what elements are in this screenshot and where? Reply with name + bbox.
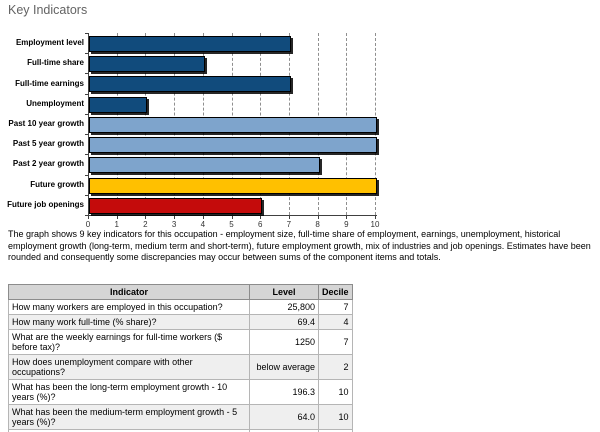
level-cell: 196.3 bbox=[249, 379, 319, 405]
chart-bar bbox=[89, 116, 377, 133]
indicator-cell: What are the weekly earnings for full-ti… bbox=[8, 329, 250, 355]
x-tick-label: 9 bbox=[344, 220, 349, 229]
indicator-cell: How many work full-time (% share)? bbox=[8, 314, 250, 330]
level-cell: 1250 bbox=[249, 329, 319, 355]
category-label: Past 5 year growth bbox=[12, 139, 84, 149]
x-axis-line bbox=[88, 215, 377, 216]
category-axis-tick bbox=[85, 53, 88, 55]
column-header: Decile bbox=[318, 284, 353, 300]
x-axis-tick bbox=[116, 216, 118, 219]
indicators-table: Indicator Level Decile How many workers ar… bbox=[8, 284, 353, 432]
level-cell: 25,800 bbox=[249, 299, 319, 315]
category-axis-tick bbox=[85, 33, 88, 34]
chart-bar bbox=[89, 76, 291, 93]
chart-bar bbox=[89, 197, 263, 214]
x-tick-label: 3 bbox=[171, 220, 177, 229]
x-axis-tick bbox=[174, 216, 176, 219]
chart-bar bbox=[89, 96, 148, 113]
x-axis-tick bbox=[346, 216, 348, 219]
chart-bar bbox=[89, 137, 377, 154]
category-label: Full-time share bbox=[27, 58, 84, 68]
x-axis-tick bbox=[288, 216, 290, 219]
x-tick-label: 6 bbox=[257, 220, 263, 229]
table-row: What has been the medium-term employment… bbox=[8, 404, 353, 430]
table-row: How many work full-time (% share)? 69.4 4 bbox=[8, 314, 353, 330]
column-header: Indicator bbox=[8, 284, 250, 300]
key-indicators-chart: 0 1 2 3 4 5 6 7 8 9 10 Employment level Full-time sh… bbox=[0, 33, 600, 233]
indicator-cell: How does unemployment compare with other… bbox=[8, 354, 250, 380]
category-label: Full-time earnings bbox=[15, 78, 84, 88]
decile-cell: 4 bbox=[318, 314, 353, 330]
y-axis-line bbox=[88, 33, 89, 215]
decile-cell: 8 bbox=[318, 429, 353, 432]
decile-cell: 2 bbox=[318, 354, 353, 380]
x-tick-label: 2 bbox=[143, 220, 148, 229]
x-axis-tick bbox=[375, 216, 376, 219]
category-label: Employment level bbox=[15, 38, 84, 48]
x-tick-label: 0 bbox=[85, 220, 91, 229]
x-axis-tick bbox=[145, 216, 147, 219]
category-label: Unemployment bbox=[26, 98, 84, 108]
x-tick-label: 8 bbox=[315, 220, 320, 229]
category-axis-tick bbox=[85, 154, 88, 156]
x-axis-tick bbox=[317, 216, 319, 219]
x-axis-tick bbox=[231, 216, 233, 219]
category-label: Future growth bbox=[30, 179, 84, 189]
decile-cell: 10 bbox=[318, 404, 353, 430]
x-tick-label: 10 bbox=[370, 220, 380, 229]
chart-bar bbox=[89, 177, 377, 194]
category-axis-tick bbox=[85, 113, 88, 115]
category-axis-tick bbox=[85, 73, 88, 75]
category-axis-tick bbox=[85, 215, 88, 216]
indicator-cell: What has been the long-term employment g… bbox=[8, 379, 250, 405]
decile-cell: 10 bbox=[318, 379, 353, 405]
table-header: Indicator Level Decile bbox=[8, 284, 353, 300]
x-axis-tick bbox=[260, 216, 262, 219]
category-label: Future job openings bbox=[7, 199, 84, 209]
category-axis-tick bbox=[85, 174, 88, 176]
level-cell: 17.9 bbox=[249, 429, 319, 432]
x-tick-label: 7 bbox=[286, 220, 292, 229]
indicator-cell: What has been the medium-term employment… bbox=[8, 404, 250, 430]
category-axis-tick bbox=[85, 134, 88, 136]
category-label: Past 2 year growth bbox=[12, 159, 84, 169]
table-row: How does unemployment compare with other… bbox=[8, 354, 353, 380]
x-tick-label: 4 bbox=[200, 220, 206, 229]
chart-bar bbox=[89, 36, 291, 52]
page-title: Key Indicators bbox=[8, 3, 88, 17]
indicator-cell: How many workers are employed in this oc… bbox=[8, 299, 250, 315]
chart-bar bbox=[89, 157, 320, 174]
column-header: Level bbox=[249, 284, 319, 300]
x-tick-label: 1 bbox=[114, 220, 119, 229]
x-tick-label: 5 bbox=[229, 220, 234, 229]
table-row: How many workers are employed in this oc… bbox=[8, 299, 353, 315]
category-axis-tick bbox=[85, 93, 88, 95]
chart-bar bbox=[89, 56, 205, 73]
decile-cell: 7 bbox=[318, 299, 353, 315]
level-cell: 69.4 bbox=[249, 314, 319, 330]
level-cell: 64.0 bbox=[249, 404, 319, 430]
table-row: What has been the long-term employment g… bbox=[8, 379, 353, 405]
table-row: What has been the short-term employment … bbox=[8, 429, 353, 432]
decile-cell: 7 bbox=[318, 329, 353, 355]
x-axis-tick bbox=[202, 216, 204, 219]
table-row: What are the weekly earnings for full-ti… bbox=[8, 329, 353, 355]
category-axis-tick bbox=[85, 194, 88, 196]
chart-description: The graph shows 9 key indicators for thi… bbox=[8, 229, 591, 262]
category-label: Past 10 year growth bbox=[8, 119, 84, 128]
level-cell: below average bbox=[249, 354, 319, 380]
x-axis-tick bbox=[88, 216, 89, 219]
